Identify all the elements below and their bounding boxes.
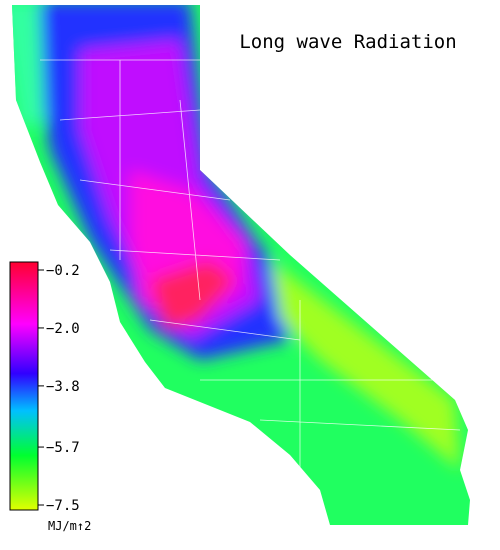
tick-label: −2.0: [46, 321, 80, 337]
tick-label: −5.7: [46, 440, 80, 456]
colorbar-ticks: −0.2 −2.0 −3.8 −5.7 −7.5: [38, 263, 80, 514]
colorbar-unit: MJ/m↑2: [48, 519, 91, 533]
colorbar: [9, 261, 39, 511]
tick-label: −3.8: [46, 379, 80, 395]
tick-label: −0.2: [46, 263, 80, 279]
map-title: Long wave Radiation: [239, 31, 456, 53]
tick-label: −7.5: [46, 498, 80, 514]
